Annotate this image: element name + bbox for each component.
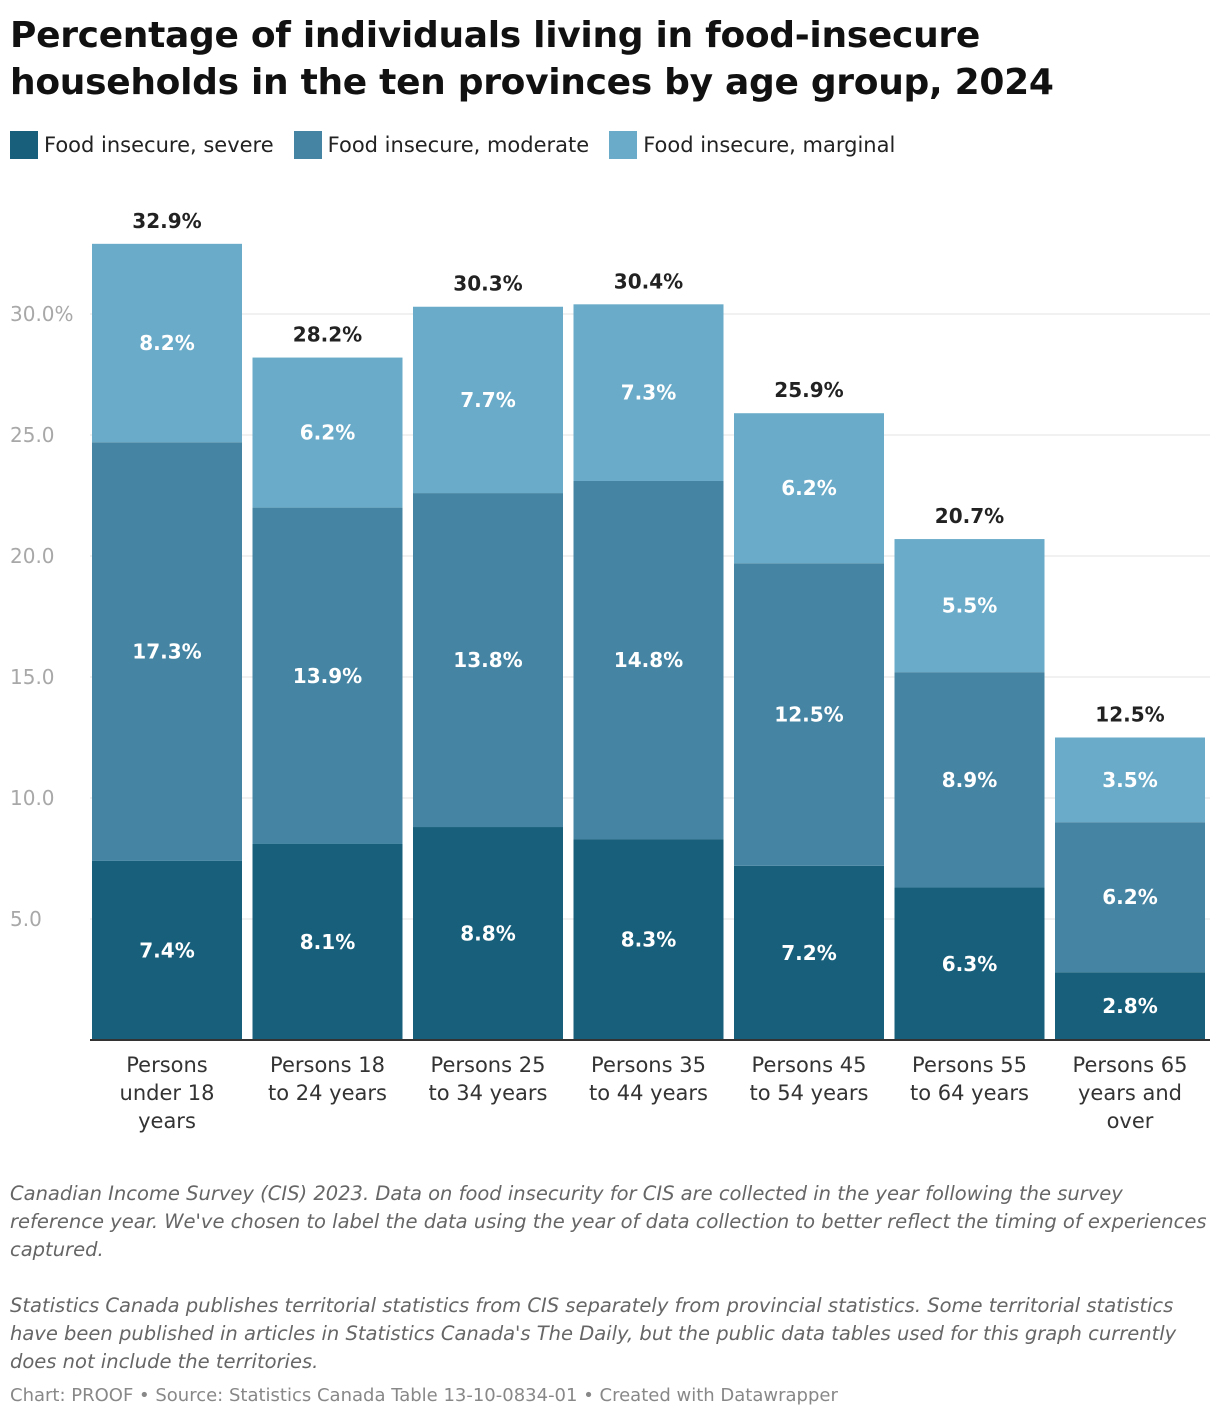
bar-segment xyxy=(573,839,724,1040)
note-territories: Statistics Canada publishes territorial … xyxy=(10,1294,1177,1373)
bar-segment xyxy=(894,539,1045,673)
segment-value-label: 7.2% xyxy=(781,941,836,965)
x-tick-label-line: under 18 xyxy=(120,1081,215,1105)
bar-segment xyxy=(894,672,1045,888)
legend-item: Food insecure, moderate xyxy=(293,131,590,159)
bar-segment xyxy=(252,843,403,1040)
x-tick-label-line: Persons 18 xyxy=(270,1053,385,1077)
legend: Food insecure, severe Food insecure, mode… xyxy=(10,131,915,159)
segment-value-label: 12.5% xyxy=(774,703,843,727)
bar-segment xyxy=(573,304,724,481)
x-tick-label-line: years xyxy=(138,1109,196,1133)
segment-value-label: 8.2% xyxy=(139,331,194,355)
bar-segment xyxy=(92,860,242,1040)
bar-segment xyxy=(413,306,563,494)
segment-value-label: 8.9% xyxy=(942,768,997,792)
notes: Canadian Income Survey (CIS) 2023. Data … xyxy=(10,1180,1210,1404)
bar-segment xyxy=(252,507,403,844)
x-tick-label-line: Persons 25 xyxy=(431,1053,546,1077)
x-tick-label-line: Persons 45 xyxy=(752,1053,867,1077)
x-tick-label: Persons 55 to 64 years xyxy=(910,1053,1029,1105)
x-tick-label: Persons under 18 years xyxy=(120,1053,215,1133)
bar-segment xyxy=(413,827,563,1040)
legend-item: Food insecure, marginal xyxy=(609,131,895,159)
segment-value-label: 6.3% xyxy=(942,952,997,976)
x-tick-label-line: Persons 65 xyxy=(1073,1053,1188,1077)
footer-credits: Chart: PROOF • Source: Statistics Canada… xyxy=(10,1385,838,1406)
total-value-label: 28.2% xyxy=(293,323,362,347)
bar-segment xyxy=(92,442,242,861)
segment-value-label: 6.2% xyxy=(300,421,355,445)
note-survey: Canadian Income Survey (CIS) 2023. Data … xyxy=(10,1182,1207,1261)
segment-value-label: 3.5% xyxy=(1102,768,1157,792)
bar-segment xyxy=(413,493,563,828)
segment-value-label: 8.1% xyxy=(300,930,355,954)
stacked-bar-chart: 5.0 10.0 15.0 20.0 25.0 30.0% 7.4% 17.3% 8.2% 32.… xyxy=(10,209,1210,1133)
segment-value-label: 7.7% xyxy=(460,388,515,412)
total-value-label: 30.3% xyxy=(453,272,522,296)
x-tick-label-line: to 44 years xyxy=(589,1081,708,1105)
segment-value-label: 14.8% xyxy=(614,648,683,672)
x-tick-label-line: Persons 35 xyxy=(591,1053,706,1077)
segment-value-label: 6.2% xyxy=(781,476,836,500)
x-tick-label: Persons 18 to 24 years xyxy=(268,1053,387,1105)
y-tick-label: 25.0 xyxy=(10,423,55,447)
segment-value-label: 13.9% xyxy=(293,664,362,688)
bar-segment xyxy=(92,243,242,443)
y-tick-label: 20.0 xyxy=(10,544,55,568)
bar-segment xyxy=(1055,822,1205,973)
y-tick-label: 10.0 xyxy=(10,786,55,810)
chart-title: Percentage of individuals living in food… xyxy=(10,15,1054,103)
legend-swatch xyxy=(293,131,322,159)
x-tick-label-line: Persons xyxy=(126,1053,208,1077)
segment-value-label: 6.2% xyxy=(1102,885,1157,909)
x-tick-label-line: to 54 years xyxy=(750,1081,869,1105)
total-value-label: 25.9% xyxy=(774,378,843,402)
legend-label: Food insecure, moderate xyxy=(327,133,590,157)
segment-value-label: 8.3% xyxy=(621,928,676,952)
bar-segment xyxy=(252,357,403,508)
x-tick-label-line: Persons 55 xyxy=(912,1053,1027,1077)
x-tick-label: Persons 65 years and over xyxy=(1073,1053,1188,1133)
x-tick-label-line: over xyxy=(1107,1109,1154,1133)
legend-label: Food insecure, severe xyxy=(44,133,274,157)
segment-value-label: 2.8% xyxy=(1102,994,1157,1018)
bar-segment xyxy=(1055,972,1205,1040)
total-value-label: 30.4% xyxy=(614,269,683,293)
legend-item: Food insecure, severe xyxy=(10,131,274,159)
segment-value-label: 5.5% xyxy=(942,594,997,618)
x-tick-label: Persons 35 to 44 years xyxy=(589,1053,708,1105)
y-tick-label: 5.0 xyxy=(10,907,42,931)
bar-segment xyxy=(734,413,884,564)
bar-segment xyxy=(734,563,884,866)
x-tick-label-line: to 64 years xyxy=(910,1081,1029,1105)
bar-segment xyxy=(734,865,884,1040)
bar-segment xyxy=(573,480,724,840)
y-tick-label: 15.0 xyxy=(10,665,55,689)
segment-value-label: 13.8% xyxy=(453,648,522,672)
legend-swatch xyxy=(609,131,638,159)
x-tick-label-line: to 34 years xyxy=(429,1081,548,1105)
total-value-label: 32.9% xyxy=(132,209,201,233)
x-tick-label: Persons 45 to 54 years xyxy=(750,1053,869,1105)
x-tick-label-line: to 24 years xyxy=(268,1081,387,1105)
total-value-label: 12.5% xyxy=(1095,703,1164,727)
segment-value-label: 17.3% xyxy=(132,640,201,664)
bar-segment xyxy=(1055,737,1205,823)
legend-label: Food insecure, marginal xyxy=(643,133,896,157)
x-tick-label: Persons 25 to 34 years xyxy=(429,1053,548,1105)
segment-value-label: 7.4% xyxy=(139,938,194,962)
total-value-label: 20.7% xyxy=(935,504,1004,528)
y-tick-label: 30.0% xyxy=(10,302,74,326)
segment-value-label: 7.3% xyxy=(621,381,676,405)
x-tick-label-line: years and xyxy=(1078,1081,1182,1105)
bar-segment xyxy=(894,887,1045,1040)
segment-value-label: 8.8% xyxy=(460,922,515,946)
legend-swatch xyxy=(10,131,38,159)
